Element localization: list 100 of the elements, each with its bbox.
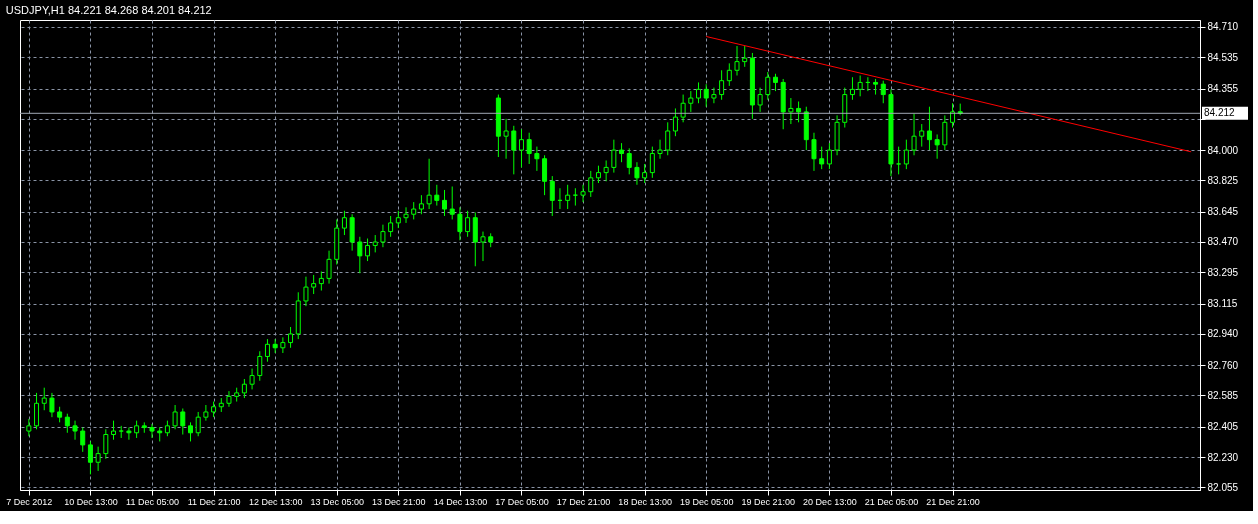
candlestick <box>280 336 286 354</box>
candlestick <box>341 210 347 236</box>
x-tick-label: 17 Dec 05:00 <box>495 496 549 507</box>
y-tick-label: 84.355 <box>1207 83 1239 95</box>
x-tick-label: 20 Dec 13:00 <box>803 496 857 507</box>
candlestick <box>457 206 463 241</box>
candlestick <box>518 128 524 168</box>
candlestick <box>580 184 586 203</box>
chart-title: USDJPY,H1 84.221 84.268 84.201 84.212 <box>5 4 212 16</box>
candlestick <box>365 238 371 262</box>
candlestick <box>588 170 594 198</box>
candlestick <box>819 146 825 170</box>
candlestick <box>264 338 270 363</box>
y-tick-label: 82.760 <box>1207 359 1239 371</box>
candlestick <box>611 139 617 174</box>
candlestick <box>549 175 555 217</box>
y-tick-label: 83.295 <box>1207 266 1239 278</box>
candlestick <box>619 142 625 163</box>
candlestick <box>249 368 255 390</box>
candlestick <box>765 71 771 101</box>
candlestick <box>187 421 193 442</box>
candlestick <box>434 184 440 207</box>
candlestick <box>180 407 186 435</box>
candlestick <box>526 132 532 165</box>
candlestick <box>87 440 93 475</box>
candlestick <box>565 184 571 210</box>
candlestick <box>642 163 648 184</box>
x-tick-label: 11 Dec 21:00 <box>187 496 241 507</box>
y-tick-label: 82.585 <box>1207 389 1239 401</box>
candlestick <box>388 215 394 238</box>
candlestick <box>103 428 109 460</box>
candlestick <box>49 392 55 418</box>
candlestick <box>380 224 386 248</box>
candlestick <box>942 114 948 151</box>
candlestick <box>911 113 917 156</box>
y-tick-label: 82.405 <box>1207 421 1239 433</box>
candlestick <box>742 45 748 68</box>
candlestick <box>426 158 432 210</box>
x-tick-label: 12 Dec 13:00 <box>248 496 303 507</box>
x-tick-label: 11 Dec 05:00 <box>126 496 179 507</box>
x-tick-label: 13 Dec 21:00 <box>372 496 426 507</box>
y-tick-label: 82.230 <box>1207 451 1239 463</box>
ref-line-label: 84.212 <box>1204 107 1236 119</box>
candlestick <box>896 146 902 175</box>
candlestick <box>796 101 802 123</box>
candlestick <box>241 378 247 399</box>
candlestick <box>857 75 863 97</box>
candlestick <box>511 125 517 175</box>
candlestick <box>95 446 101 472</box>
candlestick <box>465 210 471 238</box>
x-tick-label: 13 Dec 05:00 <box>310 496 365 507</box>
candlestick <box>203 404 209 422</box>
x-tick-label: 18 Dec 13:00 <box>618 496 672 507</box>
y-tick-label: 83.470 <box>1207 236 1239 248</box>
candlestick <box>449 185 455 220</box>
candlestick <box>626 147 632 175</box>
candlestick <box>657 139 663 160</box>
candlestick <box>41 387 47 411</box>
x-tick-label: 17 Dec 21:00 <box>556 496 611 507</box>
candlestick <box>849 76 855 101</box>
candlestick <box>64 413 70 434</box>
candlestick <box>418 194 424 215</box>
candlestick <box>696 81 702 104</box>
candlestick <box>672 107 678 137</box>
candlestick <box>149 423 155 439</box>
candlestick <box>195 411 201 437</box>
candlestick <box>919 123 925 148</box>
candlestick <box>926 106 932 151</box>
candlestick <box>111 420 117 441</box>
candlestick <box>503 118 509 160</box>
candlestick <box>80 427 86 453</box>
y-tick-label: 84.000 <box>1207 144 1239 156</box>
candlestick <box>688 90 694 113</box>
candlestick <box>734 45 740 76</box>
candlestick <box>826 142 832 170</box>
y-tick-label: 84.710 <box>1207 21 1239 33</box>
candlestick <box>934 133 940 160</box>
candlestick <box>726 62 732 87</box>
candlestick <box>326 250 332 285</box>
candlestick <box>880 80 886 104</box>
y-tick-label: 82.940 <box>1207 328 1239 340</box>
candlestick <box>757 87 763 113</box>
x-tick-label: 19 Dec 05:00 <box>679 496 734 507</box>
candlestick <box>257 350 263 382</box>
candlestick <box>318 270 324 292</box>
candlestick <box>72 420 78 441</box>
candlestick <box>357 236 363 274</box>
y-tick-label: 83.645 <box>1207 206 1239 218</box>
candlestick <box>703 83 709 108</box>
y-tick-label: 82.055 <box>1207 481 1239 493</box>
y-tick-label: 83.115 <box>1207 298 1238 310</box>
candlestick <box>649 146 655 179</box>
candlestick <box>680 94 686 123</box>
x-tick-label: 21 Dec 05:00 <box>864 496 919 507</box>
candlestick <box>903 139 909 170</box>
candlestick <box>311 274 317 295</box>
x-tick-label: 10 Dec 13:00 <box>64 496 118 507</box>
candlestick <box>603 159 609 182</box>
candlestick <box>811 132 817 172</box>
candlestick <box>719 69 725 101</box>
